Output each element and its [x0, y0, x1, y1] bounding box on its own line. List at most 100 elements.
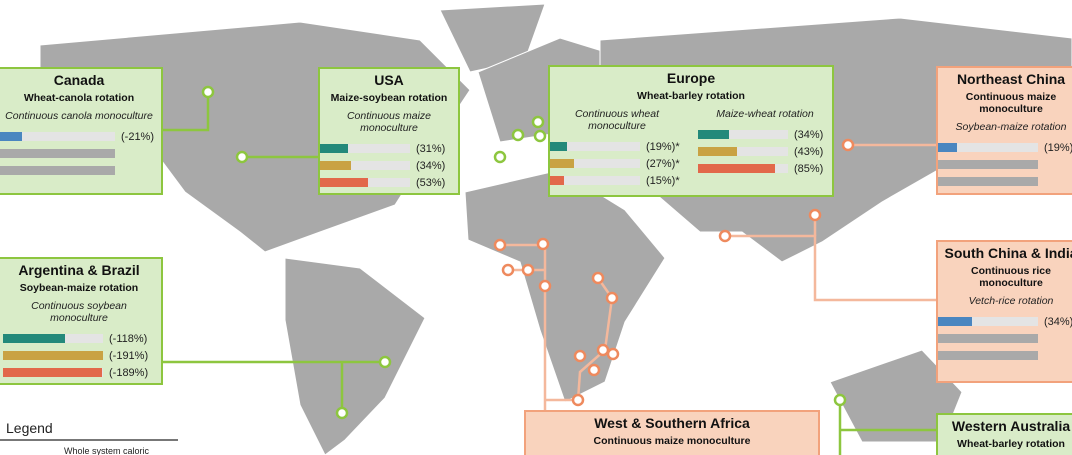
region-rotation: Soybean-maize rotation	[19, 282, 139, 294]
region-box: Europe Wheat-barley rotation Continuous wh…	[548, 65, 834, 197]
bar	[320, 178, 368, 187]
bar-row: (34%)	[938, 313, 1072, 330]
value-label: (19%)	[1044, 141, 1072, 154]
connector	[163, 92, 210, 132]
bar-row	[0, 162, 115, 179]
site	[201, 85, 215, 99]
bar	[3, 334, 65, 343]
placeholder-bar	[938, 351, 1038, 360]
bar	[698, 147, 737, 156]
region-title: USA	[374, 72, 404, 88]
region-title: South China & India	[944, 245, 1072, 261]
region-rotation: Continuous maize monoculture	[593, 435, 751, 447]
comparison: Soybean-maize rotation (19%)	[938, 121, 1072, 190]
bar	[550, 176, 564, 185]
comparison-label: Continuous maize monoculture	[346, 110, 432, 134]
comparison-label: Continuous canola monoculture	[5, 110, 153, 122]
bar	[698, 130, 729, 139]
bar-track	[3, 351, 103, 360]
south-america	[284, 257, 426, 455]
region-title: Europe	[666, 70, 716, 86]
bar-row	[938, 173, 1038, 190]
bar	[320, 144, 348, 153]
value-label: (53%)	[416, 176, 446, 189]
bar-track	[938, 317, 1038, 326]
comparisons: Continuous canola monoculture (-21%)	[0, 110, 161, 179]
bar-row	[0, 145, 115, 162]
bar-row	[938, 330, 1038, 347]
region-box: Northeast China Continuous maize monocult…	[936, 66, 1072, 195]
region-title: West & Southern Africa	[594, 415, 750, 431]
value-label: (-189%)	[109, 366, 149, 379]
site	[493, 150, 507, 164]
site	[493, 238, 507, 252]
comparison-label: Continuous wheat monoculture	[574, 108, 660, 132]
value-label: (-191%)	[109, 349, 149, 362]
comparisons: Continuous wheat monoculture (19%)* (27%)*…	[550, 108, 832, 189]
comparison-label: Vetch-rice rotation	[968, 295, 1054, 307]
green-sites	[201, 85, 847, 420]
legend-title: Legend	[6, 420, 53, 436]
placeholder-bar	[938, 160, 1038, 169]
placeholder-bar	[0, 166, 115, 175]
value-label: (27%)*	[646, 157, 680, 170]
bar-row: (85%)	[698, 160, 823, 177]
bar-track	[0, 132, 115, 141]
placeholder-bar	[0, 149, 115, 158]
site	[605, 291, 619, 305]
bar-row: (43%)	[698, 143, 823, 160]
region-rotation: Continuous maize monoculture	[965, 91, 1057, 115]
bar-row: (53%)	[320, 174, 445, 191]
bar-row: (15%)*	[550, 172, 680, 189]
region-title: Northeast China	[956, 71, 1066, 87]
comparison-label: Soybean-maize rotation	[955, 121, 1067, 133]
comparison-label: Maize-wheat rotation	[716, 108, 814, 120]
comparison: Continuous wheat monoculture (19%)* (27%)*…	[550, 108, 684, 189]
region-box: Argentina & Brazil Soybean-maize rotation…	[0, 257, 163, 385]
bar-track	[3, 334, 103, 343]
bar	[320, 161, 351, 170]
value-label: (-118%)	[109, 332, 148, 345]
site	[606, 347, 620, 361]
region-title: Argentina & Brazil	[18, 262, 140, 278]
site	[573, 349, 587, 363]
connector	[725, 234, 936, 302]
bar-track	[550, 176, 640, 185]
region-box: Western Australia Wheat-barley rotation	[936, 413, 1072, 455]
site	[571, 393, 585, 407]
site	[833, 393, 847, 407]
bar-row: (-189%)	[3, 364, 148, 381]
placeholder-bar	[938, 177, 1038, 186]
bar	[3, 351, 103, 360]
value-label: (19%)*	[646, 140, 680, 153]
comparison: Continuous canola monoculture (-21%)	[0, 110, 161, 179]
bar-row	[938, 347, 1038, 364]
region-box: USA Maize-soybean rotation Continuous maiz…	[318, 67, 460, 195]
site	[538, 279, 552, 293]
bar-track	[320, 161, 410, 170]
bar-track	[3, 368, 103, 377]
value-label: (34%)	[416, 159, 446, 172]
region-title: Western Australia	[951, 418, 1071, 434]
bar-track	[698, 147, 788, 156]
comparison-label: Continuous soybean monoculture	[31, 300, 127, 324]
value-label: (-21%)	[121, 130, 155, 143]
region-box: West & Southern Africa Continuous maize m…	[524, 410, 820, 455]
africa	[464, 169, 666, 403]
comparisons: Soybean-maize rotation (19%)	[938, 121, 1072, 190]
region-rotation: Wheat-barley rotation	[957, 438, 1065, 450]
region-rotation: Continuous rice monoculture	[971, 265, 1051, 289]
bar-track	[698, 164, 788, 173]
site	[521, 263, 535, 277]
comparisons: Continuous soybean monoculture (-118%) (-1…	[0, 300, 161, 381]
bar	[550, 142, 568, 151]
bar-row: (31%)	[320, 140, 445, 157]
bar-row: (34%)	[698, 126, 823, 143]
bar-track	[698, 130, 788, 139]
value-label: (34%)	[1044, 315, 1072, 328]
placeholder-bar	[938, 334, 1038, 343]
bar-track	[550, 142, 640, 151]
site	[587, 363, 601, 377]
region-title: Canada	[53, 72, 105, 88]
